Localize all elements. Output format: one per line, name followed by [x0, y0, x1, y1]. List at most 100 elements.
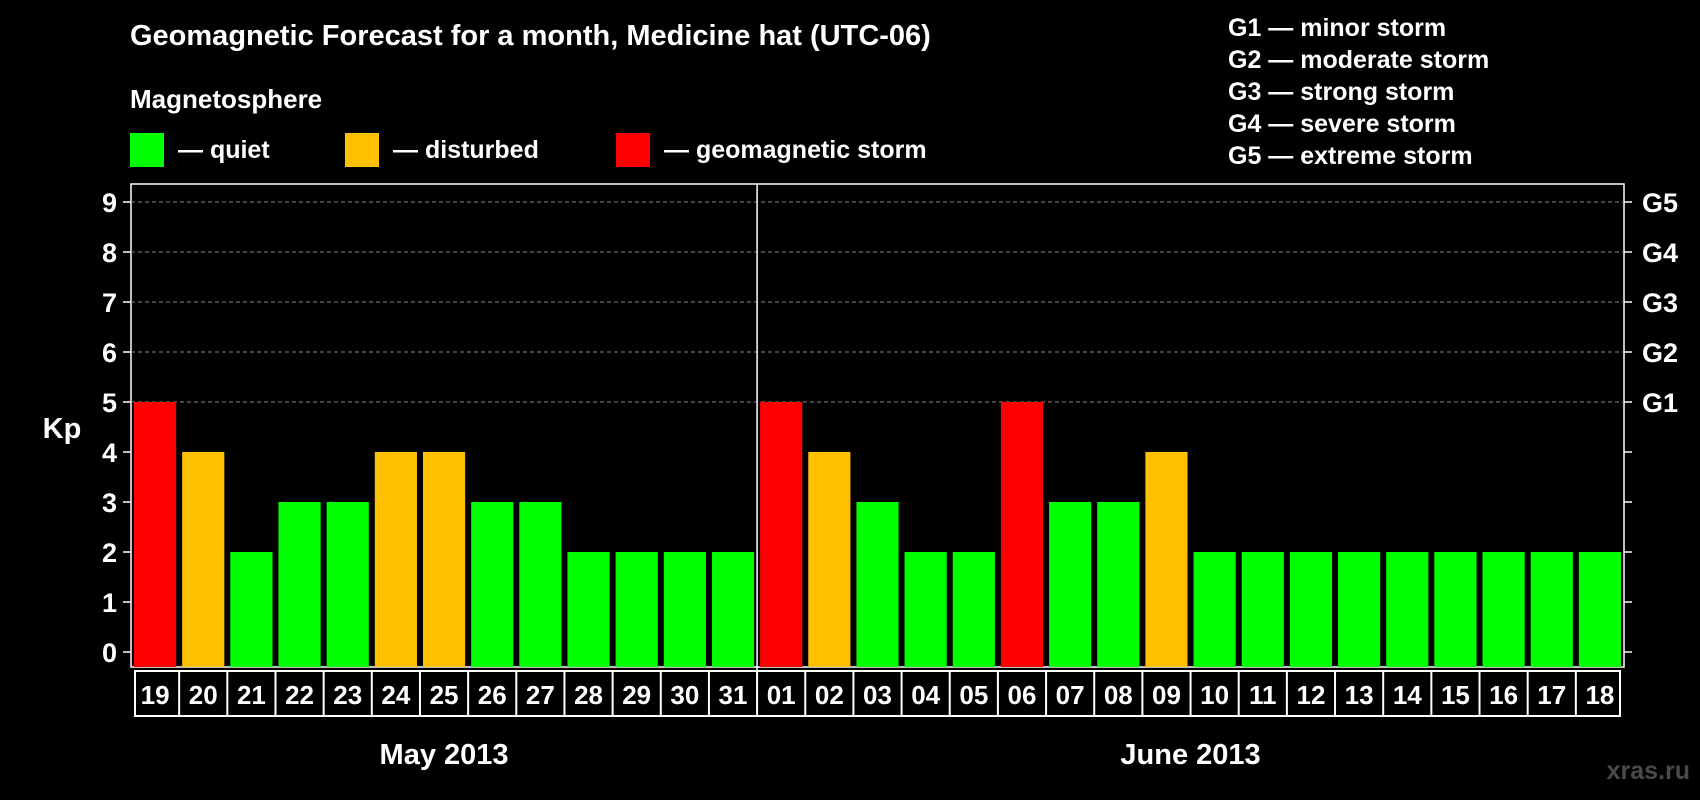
bar-28 — [567, 552, 610, 667]
bar-27 — [519, 502, 562, 667]
right-tick-label: G3 — [1642, 288, 1678, 318]
right-tick-label: G1 — [1642, 388, 1678, 418]
legend-swatch-storm — [616, 133, 650, 167]
bar-02 — [808, 452, 851, 667]
month-label: June 2013 — [1120, 739, 1260, 771]
bar-19 — [134, 402, 177, 667]
storm-scale-g4: G4 — severe storm — [1228, 110, 1456, 138]
y-tick-label: 2 — [102, 538, 117, 568]
day-label-19: 19 — [141, 680, 170, 710]
day-label-18: 18 — [1585, 680, 1614, 710]
y-tick-label: 9 — [102, 188, 117, 218]
bar-07 — [1049, 502, 1092, 667]
day-label-28: 28 — [574, 680, 603, 710]
y-tick-label: 7 — [102, 288, 117, 318]
storm-scale-g2: G2 — moderate storm — [1228, 46, 1490, 74]
day-label-01: 01 — [767, 680, 796, 710]
bar-31 — [711, 552, 755, 667]
legend-item-storm: — geomagnetic storm — [616, 133, 927, 167]
y-tick-label: 6 — [102, 338, 117, 368]
day-label-07: 07 — [1056, 680, 1085, 710]
bar-17 — [1530, 552, 1573, 667]
bar-05 — [952, 552, 995, 667]
right-tick-label: G2 — [1642, 338, 1678, 368]
legend-item-quiet: — quiet — [130, 133, 270, 167]
bar-15 — [1434, 552, 1477, 667]
day-label-27: 27 — [526, 680, 555, 710]
legend-swatch-quiet — [130, 133, 164, 167]
day-label-22: 22 — [285, 680, 314, 710]
day-label-06: 06 — [1008, 680, 1037, 710]
day-label-13: 13 — [1345, 680, 1374, 710]
legend-label-disturbed: — disturbed — [393, 135, 539, 164]
y-tick-label: 8 — [102, 238, 117, 268]
y-axis-label: Kp — [43, 413, 82, 445]
bar-04 — [904, 552, 947, 667]
day-label-04: 04 — [911, 680, 940, 710]
day-label-14: 14 — [1393, 680, 1422, 710]
legend-swatch-disturbed — [345, 133, 379, 167]
bar-10 — [1193, 552, 1236, 667]
y-tick-label: 3 — [102, 488, 117, 518]
bar-23 — [326, 502, 369, 667]
bar-03 — [856, 502, 899, 667]
day-label-03: 03 — [863, 680, 892, 710]
bar-29 — [615, 552, 658, 667]
day-label-11: 11 — [1249, 680, 1277, 710]
legend-item-disturbed: — disturbed — [345, 133, 539, 167]
bar-14 — [1386, 552, 1429, 667]
day-label-05: 05 — [959, 680, 988, 710]
bar-06 — [1000, 402, 1044, 667]
day-labels-frame — [134, 670, 1621, 717]
day-label-02: 02 — [815, 680, 844, 710]
legend-subtitle: Magnetosphere — [130, 84, 323, 114]
bar-11 — [1241, 552, 1284, 667]
day-label-29: 29 — [622, 680, 651, 710]
bar-08 — [1097, 502, 1140, 667]
day-label-12: 12 — [1296, 680, 1325, 710]
right-tick-label: G5 — [1642, 188, 1678, 218]
storm-scale-g5: G5 — extreme storm — [1228, 142, 1473, 170]
storm-scale-g1: G1 — minor storm — [1228, 14, 1447, 42]
legend-label-quiet: — quiet — [178, 135, 270, 164]
right-tick-label: G4 — [1642, 238, 1678, 268]
day-label-16: 16 — [1489, 680, 1518, 710]
bar-24 — [374, 452, 417, 667]
bar-13 — [1338, 552, 1381, 667]
bar-12 — [1289, 552, 1333, 667]
day-label-30: 30 — [670, 680, 699, 710]
bar-18 — [1578, 552, 1621, 667]
bar-25 — [422, 452, 466, 667]
y-tick-label: 4 — [102, 438, 117, 468]
day-label-09: 09 — [1152, 680, 1181, 710]
y-tick-label: 5 — [102, 388, 117, 418]
watermark: xras.ru — [1606, 757, 1690, 785]
day-label-10: 10 — [1200, 680, 1229, 710]
bar-20 — [182, 452, 225, 667]
day-label-25: 25 — [430, 680, 459, 710]
bar-01 — [760, 402, 803, 667]
bar-30 — [663, 552, 706, 667]
bar-21 — [230, 552, 273, 667]
day-label-17: 17 — [1537, 680, 1566, 710]
bar-09 — [1145, 452, 1188, 667]
day-label-31: 31 — [719, 680, 748, 710]
month-label: May 2013 — [380, 739, 509, 771]
legend-label-storm: — geomagnetic storm — [664, 135, 927, 164]
y-tick-label: 1 — [102, 588, 117, 618]
chart-title: Geomagnetic Forecast for a month, Medici… — [130, 20, 931, 52]
storm-scale-list: G1 — minor storm G2 — moderate storm G3 … — [1228, 12, 1489, 172]
bar-16 — [1482, 552, 1525, 667]
day-label-24: 24 — [381, 680, 410, 710]
day-label-21: 21 — [237, 680, 266, 710]
day-label-23: 23 — [333, 680, 362, 710]
bar-26 — [471, 502, 514, 667]
y-tick-label: 0 — [102, 638, 117, 668]
day-label-15: 15 — [1441, 680, 1470, 710]
day-label-08: 08 — [1104, 680, 1133, 710]
bar-22 — [278, 502, 321, 667]
day-label-26: 26 — [478, 680, 507, 710]
storm-scale-g3: G3 — strong storm — [1228, 78, 1455, 106]
day-label-20: 20 — [189, 680, 218, 710]
